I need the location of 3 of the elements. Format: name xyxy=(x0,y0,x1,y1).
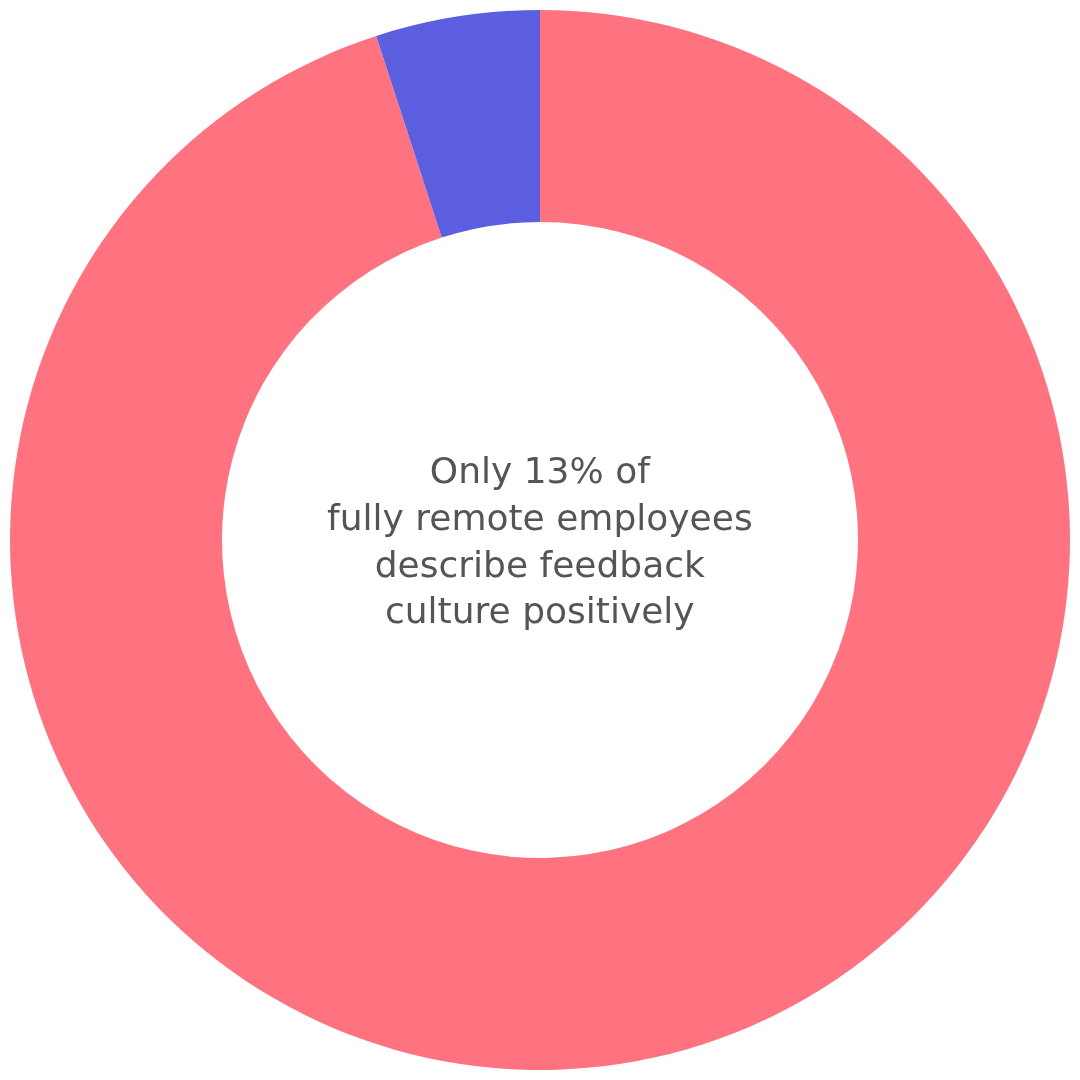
donut-slice xyxy=(10,10,1070,1070)
text: Only 13% of fully remote employees describe feedback culture positively xyxy=(327,450,753,632)
donut-slice xyxy=(376,10,540,238)
